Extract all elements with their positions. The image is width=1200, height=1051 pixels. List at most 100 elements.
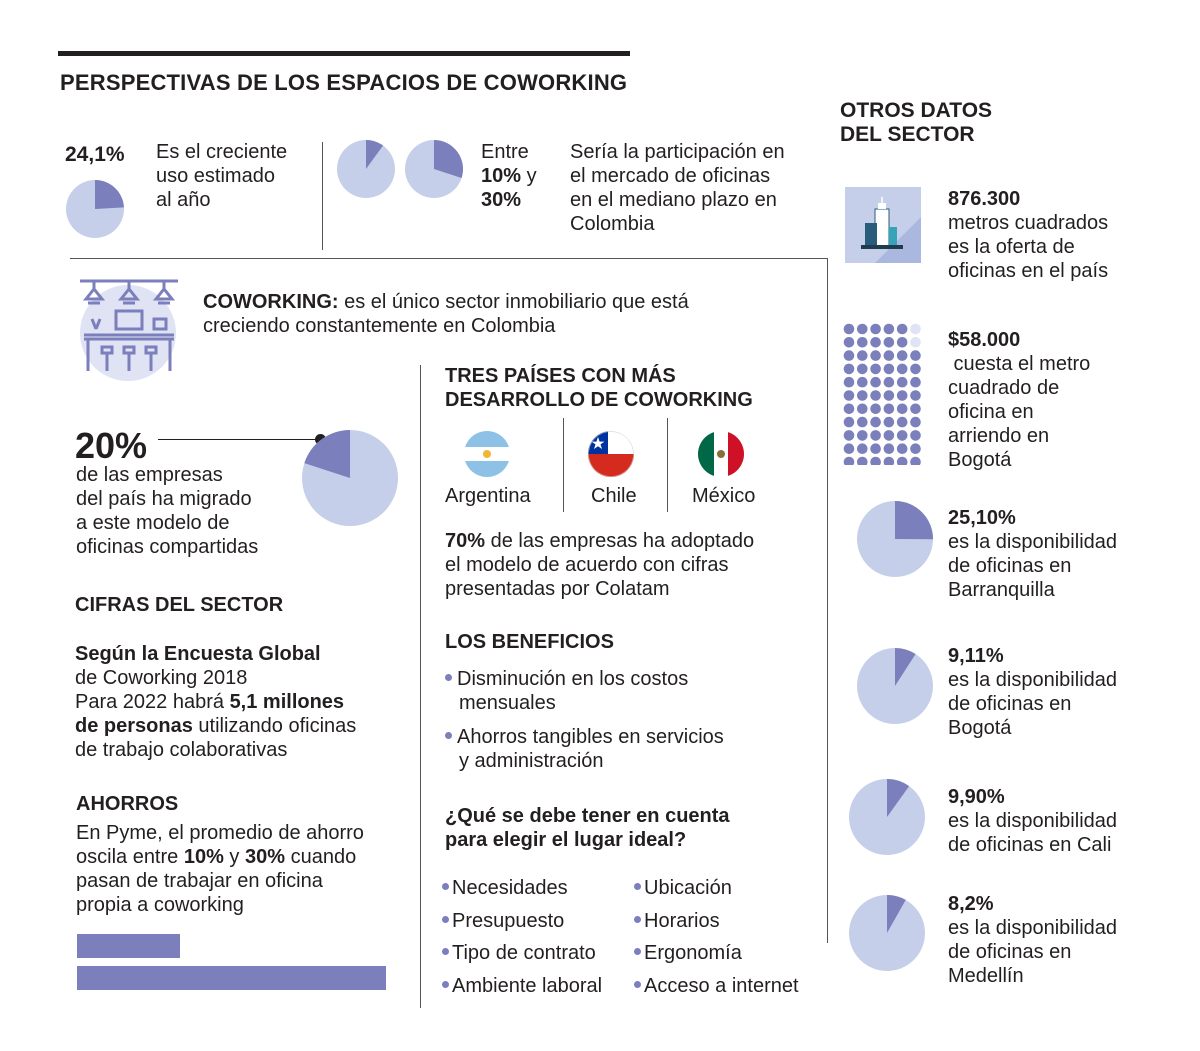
city-text: es la disponibilidad xyxy=(948,669,1118,691)
price-dot xyxy=(910,337,921,348)
cifras-survey-line: de Coworking 2018 xyxy=(75,667,248,689)
m2-text: metros cuadrados xyxy=(948,212,1109,234)
price-dot xyxy=(910,376,921,388)
city-text: de oficinas en xyxy=(948,555,1072,577)
city-pie-cali xyxy=(849,779,925,855)
ahorros-line: pasan de trabajar en oficina xyxy=(76,870,323,892)
list-item: Tipo de contrato xyxy=(442,937,602,970)
bullet-dot xyxy=(634,948,641,956)
list-item-label: Horarios xyxy=(644,909,720,932)
bullet-dot xyxy=(445,732,452,740)
price-dot xyxy=(883,350,895,361)
list-item: Presupuesto xyxy=(442,905,602,938)
country-mexico: México xyxy=(692,485,756,507)
price-dot xyxy=(883,323,895,335)
city-pie-barranquilla xyxy=(857,501,933,577)
otros-heading-line: OTROS DATOS xyxy=(840,99,993,122)
bullet-dot xyxy=(442,915,449,923)
list-item: Horarios xyxy=(634,905,799,938)
beneficio-text: mensuales xyxy=(459,692,556,714)
adoption-pct: 70% xyxy=(445,530,486,552)
list-item: Acceso a internet xyxy=(634,970,799,1003)
share-low-pct: 10% xyxy=(481,165,522,187)
price-dot xyxy=(883,416,895,428)
list-item-label: Necesidades xyxy=(452,877,568,899)
bullet-dot xyxy=(442,948,449,956)
price-dot xyxy=(870,323,881,335)
companies-text: de las empresas del país ha migrado a es… xyxy=(76,463,258,559)
price-text: cuadrado de xyxy=(948,377,1060,399)
price-dot xyxy=(870,390,881,401)
bullet-dot xyxy=(634,980,641,988)
price-dot xyxy=(910,350,921,361)
m2-value: 876.300 xyxy=(948,188,1021,210)
flag-divider xyxy=(563,418,564,512)
bullet-dot xyxy=(634,883,641,891)
price-dot xyxy=(857,323,868,335)
bullet-dot xyxy=(445,674,452,682)
usage-pct: 24,1% xyxy=(65,143,125,166)
list-item-label: Tipo de contrato xyxy=(452,942,596,964)
price-dot xyxy=(896,430,908,441)
price-dot xyxy=(870,376,881,388)
column-divider xyxy=(420,365,421,1008)
page-title: PERSPECTIVAS DE LOS ESPACIOS DE COWORKIN… xyxy=(60,70,628,95)
ahorros-line: En Pyme, el promedio de ahorro xyxy=(76,822,364,844)
price-dot xyxy=(843,363,855,375)
list-item: Ubicación xyxy=(634,872,799,905)
usage-text-line: al año xyxy=(156,189,211,211)
section-rule xyxy=(70,258,828,259)
savings-bar-30 xyxy=(77,966,386,990)
price-text: oficina en xyxy=(948,401,1034,423)
city-stat-barranquilla: 25,10% es la disponibilidad de oficinas … xyxy=(948,506,1117,602)
usage-text-line: Es el creciente xyxy=(156,141,288,163)
price-dot xyxy=(910,430,921,441)
m2-stat: 876.300 metros cuadrados es la oferta de… xyxy=(948,187,1108,283)
price-dot xyxy=(883,376,895,388)
adoption-text: 70% de las empresas ha adoptado el model… xyxy=(445,529,754,601)
companies-text-line: oficinas compartidas xyxy=(76,536,259,558)
price-dot xyxy=(896,403,908,415)
price-dot xyxy=(883,403,895,415)
callout-dot xyxy=(315,434,326,445)
price-value: $58.000 xyxy=(948,329,1021,351)
price-dot xyxy=(857,430,868,441)
price-dot xyxy=(910,390,921,401)
usage-text: Es el creciente uso estimado al año xyxy=(156,140,287,212)
adoption-line: de las empresas ha adoptado xyxy=(485,530,755,552)
beneficio-item: Ahorros tangibles en servicios y adminis… xyxy=(445,725,724,773)
share-low-pie xyxy=(337,140,395,198)
pie-slice xyxy=(887,779,910,817)
bullet-dot xyxy=(634,915,641,923)
price-dot xyxy=(883,390,895,401)
price-dot xyxy=(843,430,855,441)
price-dot xyxy=(910,443,921,454)
price-dot xyxy=(843,323,855,335)
otros-heading: OTROS DATOS DEL SECTOR xyxy=(840,99,992,147)
price-dot xyxy=(857,403,868,415)
price-dot xyxy=(857,337,868,348)
city-stat-medellin: 8,2% es la disponibilidad de oficinas en… xyxy=(948,892,1117,988)
adoption-line: presentadas por Colatam xyxy=(445,578,670,600)
price-dot xyxy=(857,363,868,375)
city-pie-bogota xyxy=(857,648,933,724)
price-dot-grid xyxy=(843,323,921,465)
price-dot xyxy=(896,416,908,428)
price-dot xyxy=(843,403,855,415)
price-dot xyxy=(883,430,895,441)
list-item: Necesidades xyxy=(442,872,602,905)
cifras-text: utilizando oficinas xyxy=(192,715,357,737)
share-between: Entre xyxy=(481,141,529,163)
coworking-statement: COWORKING: es el único sector inmobiliar… xyxy=(203,290,689,338)
price-dot xyxy=(910,416,921,428)
price-dot xyxy=(883,337,895,348)
price-dot xyxy=(843,390,855,401)
pie-slice xyxy=(434,140,463,178)
city-text: Barranquilla xyxy=(948,579,1055,601)
share-range: Entre 10% y 30% xyxy=(481,140,537,212)
companies-text-line: de las empresas xyxy=(76,464,223,486)
pie-slice xyxy=(895,648,916,686)
elegir-left-list: Necesidades Presupuesto Tipo de contrato… xyxy=(442,872,602,1002)
city-stat-cali: 9,90% es la disponibilidad de oficinas e… xyxy=(948,785,1117,857)
country-argentina: Argentina xyxy=(445,485,531,507)
